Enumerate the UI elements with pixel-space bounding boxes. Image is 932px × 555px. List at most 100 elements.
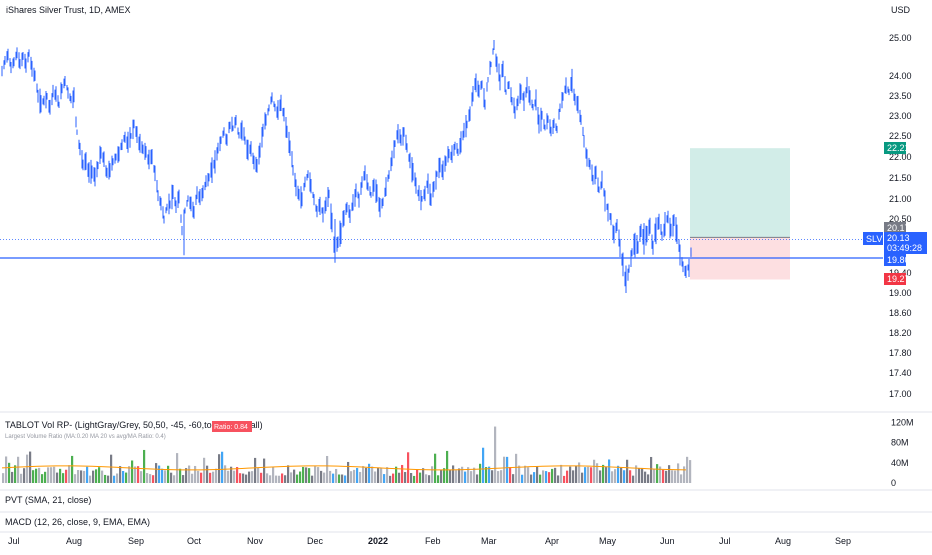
- stop-price-tag-bg: [884, 273, 906, 285]
- volume-bar: [311, 475, 314, 483]
- volume-bar: [440, 470, 443, 483]
- volume-bar: [530, 474, 533, 483]
- price-bars: [1, 40, 692, 293]
- price-tick-label: 17.40: [889, 368, 912, 378]
- volume-bar: [626, 459, 629, 483]
- volume-bar: [368, 463, 371, 483]
- volume-bar: [608, 459, 611, 483]
- volume-bar: [290, 472, 293, 483]
- volume-indicator-label[interactable]: TABLOT Vol RP- (LightGray/Grey, 50,50, -…: [5, 420, 263, 430]
- volume-bar: [344, 475, 347, 483]
- volume-bar: [551, 468, 554, 483]
- volume-bar: [353, 469, 356, 483]
- target-price-tag-bg: [884, 142, 906, 154]
- volume-bar: [470, 471, 473, 483]
- volume-bar: [296, 474, 299, 483]
- price-axis[interactable]: 25.00 24.00 23.50 23.00 22.50 22.00 21.50 21.00…: [889, 33, 912, 399]
- price-tick-label: 21.00: [889, 194, 912, 204]
- volume-bar: [341, 474, 344, 483]
- volume-bar: [539, 474, 542, 483]
- volume-bar: [257, 467, 260, 483]
- volume-bar: [377, 467, 380, 483]
- time-tick-label: Sep: [128, 536, 144, 546]
- volume-bar: [245, 474, 248, 483]
- time-tick-label: Jul: [719, 536, 731, 546]
- volume-bar: [452, 465, 455, 483]
- time-tick-label: Jul: [8, 536, 20, 546]
- volume-bar: [293, 469, 296, 483]
- volume-bar: [431, 466, 434, 483]
- stop-price-tag: 19.27: [884, 273, 910, 285]
- volume-bar: [275, 475, 278, 483]
- volume-bar: [116, 473, 119, 483]
- volume-bar: [671, 470, 674, 483]
- symbol-tag-text: SLV: [866, 234, 882, 244]
- volume-bar: [644, 471, 647, 483]
- volume-bar: [317, 467, 320, 483]
- volume-bar: [521, 474, 524, 483]
- volume-bar: [392, 473, 395, 483]
- volume-bar: [167, 465, 170, 483]
- volume-bar: [434, 453, 437, 483]
- last-price-tag-bg: [884, 232, 927, 254]
- volume-bar: [260, 472, 263, 483]
- volume-bar: [119, 466, 122, 483]
- volume-bar: [683, 466, 686, 483]
- volume-bar: [233, 470, 236, 483]
- time-axis[interactable]: Jul Aug Sep Oct Nov Dec 2022 Feb Mar Apr May Jun Jul…: [8, 536, 851, 546]
- volume-bar: [29, 451, 32, 483]
- ratio-badge-bg: [212, 421, 252, 432]
- volume-bar: [248, 471, 251, 483]
- volume-bar: [566, 470, 569, 483]
- volume-bar: [629, 470, 632, 483]
- volume-bar: [182, 475, 185, 483]
- volume-bar: [206, 465, 209, 483]
- volume-bar: [536, 466, 539, 483]
- pvt-label[interactable]: PVT (SMA, 21, close): [5, 495, 91, 505]
- volume-bar: [350, 471, 353, 483]
- volume-bar: [164, 470, 167, 483]
- volume-bar: [122, 471, 125, 483]
- position-tool[interactable]: [690, 148, 790, 280]
- volume-bar: [326, 455, 329, 483]
- volume-bar: [650, 456, 653, 483]
- volume-bar: [500, 470, 503, 483]
- volume-bar: [107, 475, 110, 483]
- volume-bar: [59, 468, 62, 483]
- volume-bar: [635, 465, 638, 483]
- volume-bar: [152, 475, 155, 483]
- volume-bar: [599, 470, 602, 483]
- ratio-badge-text: Ratio: 0.84: [214, 424, 248, 431]
- volume-bar: [308, 468, 311, 483]
- volume-bar: [458, 468, 461, 483]
- volume-bar: [86, 466, 89, 483]
- price-tick-label: 20.50: [889, 214, 912, 224]
- volume-bar: [653, 469, 656, 483]
- volume-bar: [302, 466, 305, 483]
- volume-bar: [518, 465, 521, 483]
- time-tick-label: Feb: [425, 536, 441, 546]
- volume-bar: [8, 462, 11, 483]
- profit-zone[interactable]: [690, 148, 790, 238]
- volume-bar: [494, 426, 497, 483]
- volume-bar: [323, 472, 326, 483]
- volume-bar: [179, 468, 182, 483]
- time-tick-label: Aug: [66, 536, 82, 546]
- volume-bar: [572, 470, 575, 483]
- volume-bar: [314, 466, 317, 483]
- volume-bar: [548, 472, 551, 483]
- volume-bar: [281, 473, 284, 483]
- volume-bar: [197, 470, 200, 483]
- volume-bar: [479, 463, 482, 483]
- price-tick-label: 19.00: [889, 288, 912, 298]
- macd-label[interactable]: MACD (12, 26, close, 9, EMA, EMA): [5, 517, 150, 527]
- horizontal-lines[interactable]: [0, 239, 883, 259]
- volume-bar: [662, 469, 665, 483]
- volume-bar: [422, 468, 425, 483]
- volume-bar: [2, 473, 5, 483]
- symbol-title: iShares Silver Trust, 1D, AMEX: [6, 5, 131, 15]
- volume-bar: [155, 463, 158, 483]
- volume-bar: [638, 468, 641, 483]
